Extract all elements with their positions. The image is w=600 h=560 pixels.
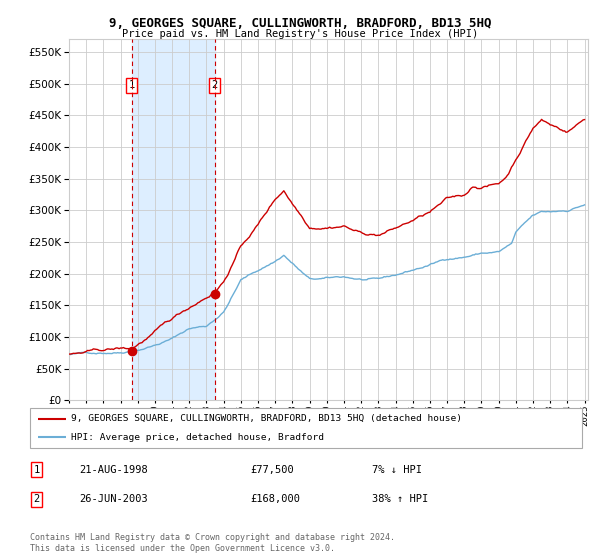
FancyBboxPatch shape <box>30 408 582 448</box>
Text: 7% ↓ HPI: 7% ↓ HPI <box>372 465 422 475</box>
Text: 2: 2 <box>212 81 218 91</box>
Text: £77,500: £77,500 <box>251 465 295 475</box>
Text: Price paid vs. HM Land Registry's House Price Index (HPI): Price paid vs. HM Land Registry's House … <box>122 29 478 39</box>
Text: 1: 1 <box>128 81 135 91</box>
Text: 1: 1 <box>34 465 40 475</box>
Text: 9, GEORGES SQUARE, CULLINGWORTH, BRADFORD, BD13 5HQ (detached house): 9, GEORGES SQUARE, CULLINGWORTH, BRADFOR… <box>71 414 463 423</box>
Text: 9, GEORGES SQUARE, CULLINGWORTH, BRADFORD, BD13 5HQ: 9, GEORGES SQUARE, CULLINGWORTH, BRADFOR… <box>109 17 491 30</box>
Text: £168,000: £168,000 <box>251 494 301 505</box>
Text: 21-AUG-1998: 21-AUG-1998 <box>80 465 148 475</box>
Text: Contains HM Land Registry data © Crown copyright and database right 2024.
This d: Contains HM Land Registry data © Crown c… <box>30 533 395 553</box>
Text: 2: 2 <box>34 494 40 505</box>
Text: 38% ↑ HPI: 38% ↑ HPI <box>372 494 428 505</box>
Bar <box>132 39 215 400</box>
Text: HPI: Average price, detached house, Bradford: HPI: Average price, detached house, Brad… <box>71 433 325 442</box>
Text: 26-JUN-2003: 26-JUN-2003 <box>80 494 148 505</box>
